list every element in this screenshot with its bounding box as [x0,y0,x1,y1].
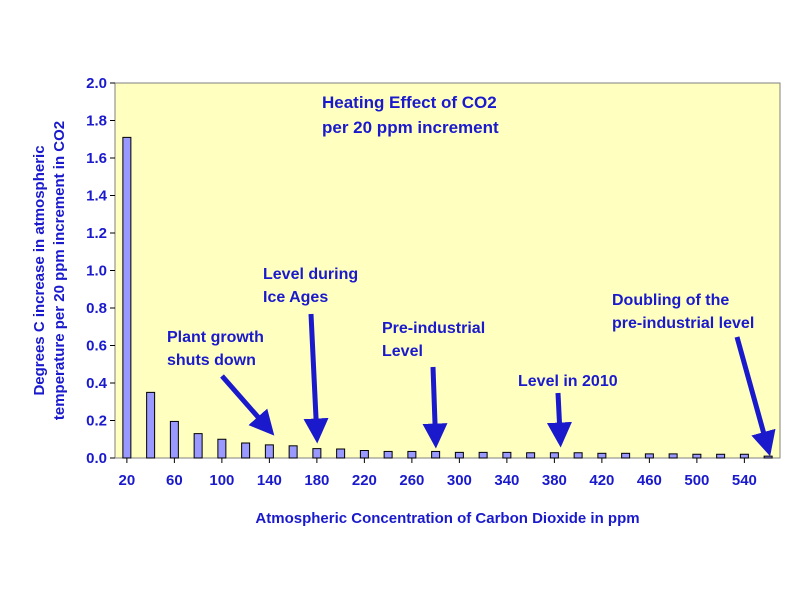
bar-440 [621,452,631,459]
annotation-arrow [546,392,572,448]
bar-500 [692,453,702,459]
annotation-label: Level in 2010 [518,373,618,390]
annotation-arrow [734,336,776,457]
bar-280 [431,450,441,459]
bar-320 [478,451,488,459]
bar-420 [597,452,607,459]
annotation-label: Level [382,343,423,360]
bar-140 [264,444,274,459]
x-tick-label: 460 [637,472,662,489]
bar-360 [526,452,536,459]
x-tick-label: 20 [119,472,136,489]
x-tick-label: 340 [494,472,519,489]
y-tick-label: 0.4 [86,375,108,392]
bar-120 [241,442,251,459]
bar-540 [739,453,749,459]
bar-160 [288,445,298,459]
annotation-label: Ice Ages [263,289,328,306]
bar-400 [573,452,583,459]
y-tick-label: 1.6 [86,150,107,167]
bar-560 [763,455,773,459]
bar-480 [668,453,678,459]
plot-area [114,82,781,459]
y-axis-title-line: temperature per 20 ppm increment in CO2 [51,121,68,420]
bar-380 [549,452,559,459]
x-tick-label: 260 [399,472,424,489]
y-tick-label: 0.6 [86,338,107,355]
bar-40 [146,391,156,459]
x-tick-label: 540 [732,472,757,489]
bar-520 [716,453,726,459]
chart-title-line: Heating Effect of CO2 [322,93,497,112]
annotation-label: Doubling of the [612,292,729,309]
y-tick-label: 1.2 [86,225,107,242]
x-tick-label: 60 [166,472,183,489]
bar-260 [407,450,417,459]
bar-60 [169,420,179,459]
bar-240 [383,450,393,459]
bar-80 [193,433,203,459]
x-tick-label: 220 [352,472,377,489]
annotation-arrow [422,366,448,449]
x-tick-label: 100 [209,472,234,489]
bar-460 [644,453,654,459]
x-tick-label: 420 [589,472,614,489]
y-axis-title-line: Degrees C increase in atmospheric [31,145,48,395]
y-tick-label: 1.0 [86,263,107,280]
bar-100 [217,438,227,459]
annotation-arrow [303,313,329,444]
y-tick-label: 0.2 [86,413,107,430]
x-axis-title: Atmospheric Concentration of Carbon Diox… [255,510,639,527]
bar-220 [359,450,369,459]
y-tick-label: 1.4 [86,188,108,205]
bar-300 [454,451,464,459]
chart-title-line: per 20 ppm increment [322,118,499,137]
y-axis-title: Degrees C increase in atmospheric tempera… [31,121,68,420]
y-tick-label: 0.0 [86,450,107,467]
x-tick-label: 380 [542,472,567,489]
x-tick-label: 300 [447,472,472,489]
y-tick-label: 2.0 [86,75,107,92]
x-tick-label: 500 [684,472,709,489]
annotation-label: Plant growth [167,329,264,346]
annotation-label: Pre-industrial [382,320,485,337]
bar-200 [336,448,346,459]
annotation-label: Level during [263,266,358,283]
x-tick-label: 140 [257,472,282,489]
bar-340 [502,451,512,459]
x-tick-label: 180 [304,472,329,489]
annotation-label: pre-industrial level [612,315,754,332]
annotation-arrow [220,374,275,436]
y-tick-label: 1.8 [86,113,107,130]
y-tick-label: 0.8 [86,300,107,317]
annotation-label: shuts down [167,352,256,369]
bar-180 [312,448,322,459]
bar-20 [122,136,132,459]
